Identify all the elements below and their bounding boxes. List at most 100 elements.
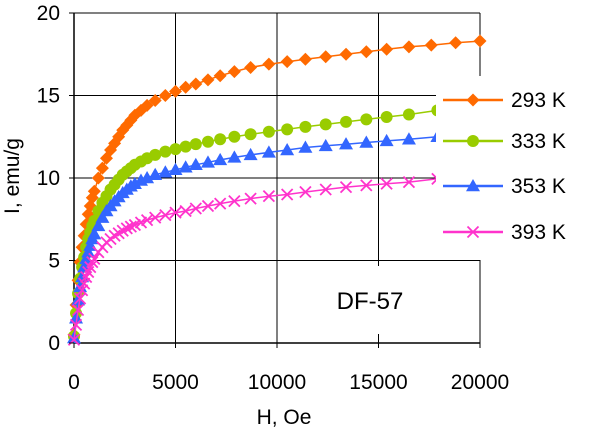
data-point xyxy=(169,84,182,98)
data-point xyxy=(91,218,106,232)
legend-swatch-marker xyxy=(466,179,480,192)
data-point xyxy=(298,140,313,153)
data-point-stroke xyxy=(140,213,154,227)
data-point xyxy=(75,284,89,297)
data-point-stroke xyxy=(124,220,137,233)
y-tick-label: 15 xyxy=(37,85,60,108)
data-point xyxy=(140,98,154,112)
data-point xyxy=(159,208,172,222)
data-point-stroke xyxy=(299,185,312,199)
data-point-stroke xyxy=(262,190,276,203)
data-point xyxy=(261,145,276,158)
y-tick-label: 0 xyxy=(48,332,60,355)
data-point xyxy=(201,135,214,148)
data-point xyxy=(79,251,94,265)
x-tick-label: 15000 xyxy=(349,371,407,394)
data-point xyxy=(339,180,353,194)
data-point xyxy=(299,120,312,133)
data-point xyxy=(280,142,295,156)
data-point xyxy=(262,125,275,138)
data-point-stroke xyxy=(169,206,182,219)
data-point xyxy=(243,147,258,161)
y-tick-label: 5 xyxy=(48,250,60,273)
data-point xyxy=(340,115,353,128)
data-point-stroke xyxy=(281,188,294,201)
data-point xyxy=(402,40,416,54)
data-point xyxy=(360,179,373,192)
data-point xyxy=(87,227,102,240)
data-point xyxy=(201,73,215,87)
data-point xyxy=(179,204,192,218)
x-tick-label: 0 xyxy=(68,371,80,394)
legend-label: 333 K xyxy=(511,130,566,153)
legend: 293 K 333 K 353 K 393 K xyxy=(443,89,566,244)
y-axis-title: I, emu/g xyxy=(1,138,24,214)
data-point xyxy=(159,145,172,158)
data-point xyxy=(244,192,257,205)
x-tick-label: 5000 xyxy=(152,371,199,394)
data-point xyxy=(380,177,393,190)
y-tick-label: 20 xyxy=(37,2,60,25)
data-point-stroke xyxy=(339,180,353,194)
x-tick-label: 10000 xyxy=(248,371,306,394)
data-point xyxy=(319,50,333,64)
legend-swatch-marker xyxy=(466,225,480,239)
data-point xyxy=(189,138,202,151)
data-point-stroke xyxy=(73,292,87,305)
legend-swatch-marker-stroke xyxy=(466,225,480,239)
legend-item: 353 K xyxy=(443,175,566,198)
data-point xyxy=(69,318,83,331)
data-point xyxy=(213,152,228,166)
data-point xyxy=(244,128,257,141)
data-point xyxy=(380,110,393,123)
data-point xyxy=(360,113,373,126)
data-point xyxy=(280,55,294,69)
legend-label: 353 K xyxy=(511,175,566,198)
data-point-stroke xyxy=(228,194,241,208)
data-point-stroke xyxy=(244,192,257,205)
data-point xyxy=(299,185,312,199)
data-point-stroke xyxy=(319,183,332,196)
data-point-stroke xyxy=(120,222,133,235)
data-point xyxy=(318,138,333,152)
x-axis-title: H, Oe xyxy=(257,406,312,429)
data-point xyxy=(359,45,373,59)
data-point-stroke xyxy=(360,179,373,192)
data-point-stroke xyxy=(159,208,172,222)
data-point-stroke xyxy=(78,277,91,290)
data-point xyxy=(319,118,332,131)
data-point xyxy=(124,220,137,233)
data-point xyxy=(359,135,374,148)
data-point xyxy=(473,34,487,48)
data-point xyxy=(228,130,241,143)
data-point xyxy=(91,171,105,185)
data-point xyxy=(281,188,294,201)
data-point xyxy=(149,148,162,161)
data-point xyxy=(401,132,416,145)
data-point-stroke xyxy=(402,175,416,189)
data-point xyxy=(380,42,394,56)
data-point xyxy=(189,202,202,215)
legend-label: 393 K xyxy=(511,221,566,244)
x-tick-label: 20000 xyxy=(451,371,509,394)
data-point xyxy=(339,47,353,61)
data-point xyxy=(201,199,215,213)
legend-swatch-marker xyxy=(467,135,479,147)
data-point-stroke xyxy=(71,303,85,317)
data-point xyxy=(120,222,133,235)
data-point-stroke xyxy=(179,204,192,218)
annotation-box xyxy=(315,266,432,334)
data-point xyxy=(339,137,354,150)
data-point xyxy=(149,211,162,224)
legend-box xyxy=(436,76,586,260)
data-point xyxy=(262,57,276,71)
data-point-stroke xyxy=(88,252,101,265)
series-1 xyxy=(68,104,444,343)
data-point xyxy=(402,175,416,189)
data-point xyxy=(214,133,227,146)
data-point-stroke xyxy=(69,318,83,331)
data-point-stroke xyxy=(75,284,89,297)
data-point xyxy=(179,80,193,94)
data-point xyxy=(88,252,101,265)
